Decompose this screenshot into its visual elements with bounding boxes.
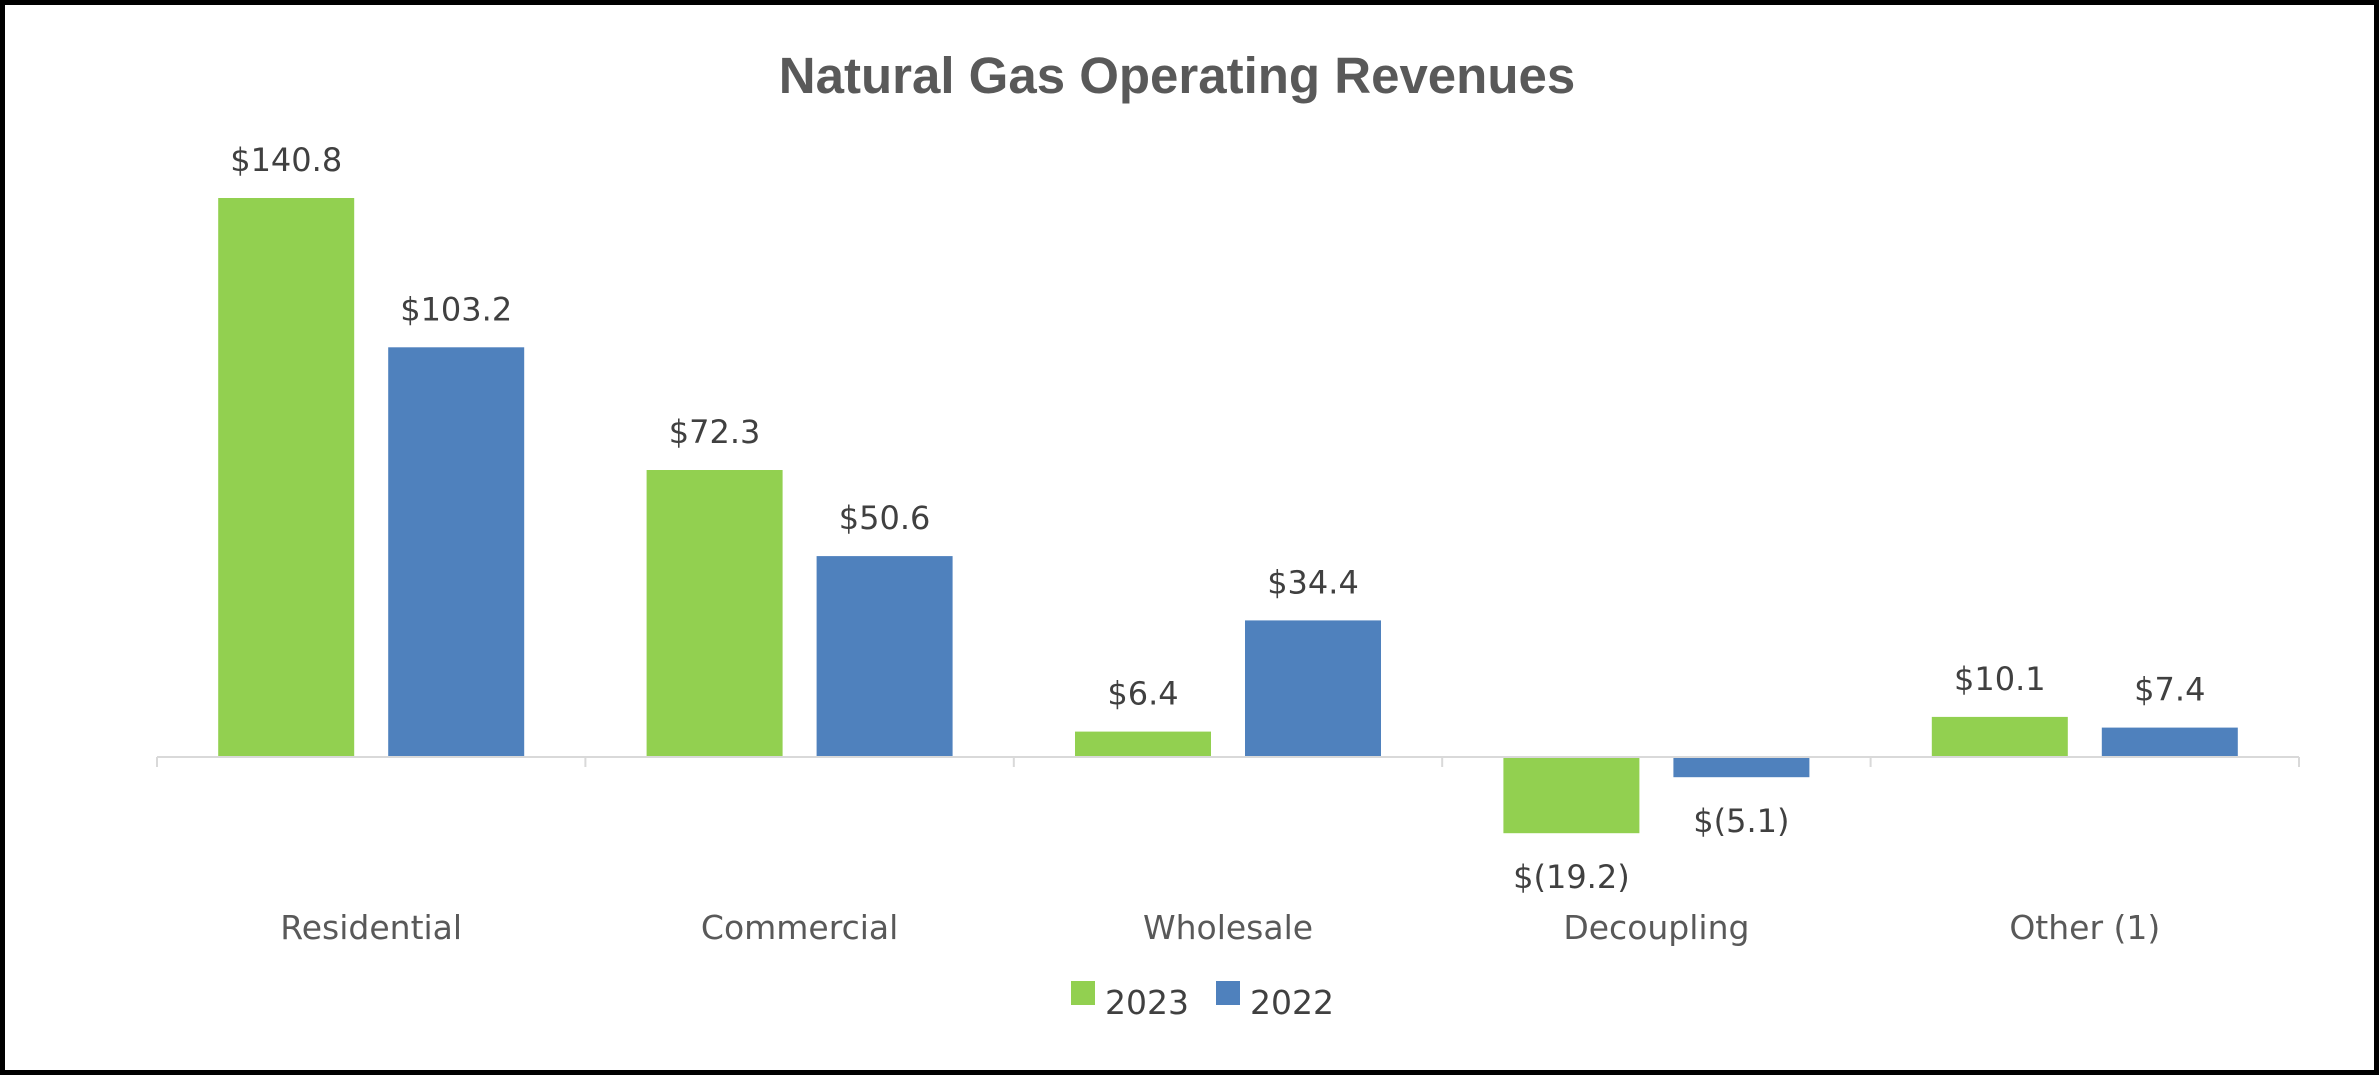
category-label: Decoupling [1563,908,1749,947]
chart-title: Natural Gas Operating Revenues [779,47,1575,104]
data-label: $140.8 [230,141,342,179]
bar-2022-other-1 [2101,727,2238,757]
bar-2023-other-1 [1931,716,2068,757]
bar-2023-wholesale [1075,731,1211,757]
category-label: Wholesale [1143,908,1313,947]
legend-swatch-2023 [1071,981,1095,1005]
data-label: $(5.1) [1693,802,1789,840]
bar-2023-commercial [646,470,783,757]
data-label: $(19.2) [1513,858,1630,896]
bar-2023-residential [218,198,355,757]
bar-2022-residential [388,347,525,757]
bar-2023-decoupling [1503,757,1640,834]
legend: 2023 2022 [1071,981,1334,1022]
axis-layer [156,756,2300,767]
data-label: $10.1 [1954,660,2046,698]
legend-label-2023: 2023 [1105,983,1189,1022]
category-label: Commercial [701,908,898,947]
data-label: $34.4 [1267,563,1359,601]
category-label: Other (1) [2009,908,2160,947]
legend-label-2022: 2022 [1250,983,1334,1022]
bar-2022-wholesale [1245,620,1381,757]
data-label: $72.3 [669,413,761,451]
legend-swatch-2022 [1216,981,1240,1005]
chart-svg: Natural Gas Operating Revenues $140.8 $10… [156,47,2300,1022]
data-label: $50.6 [839,499,931,537]
data-label: $103.2 [400,290,512,328]
bars-layer [218,198,2238,834]
data-label: $6.4 [1107,675,1178,713]
bar-2022-decoupling [1673,757,1810,778]
data-label: $7.4 [2134,671,2205,709]
bar-2022-commercial [816,556,953,757]
labels-layer: $140.8 $103.2 Residential $72.3 $50.6 Commerc… [230,141,2205,947]
category-label: Residential [280,908,462,947]
